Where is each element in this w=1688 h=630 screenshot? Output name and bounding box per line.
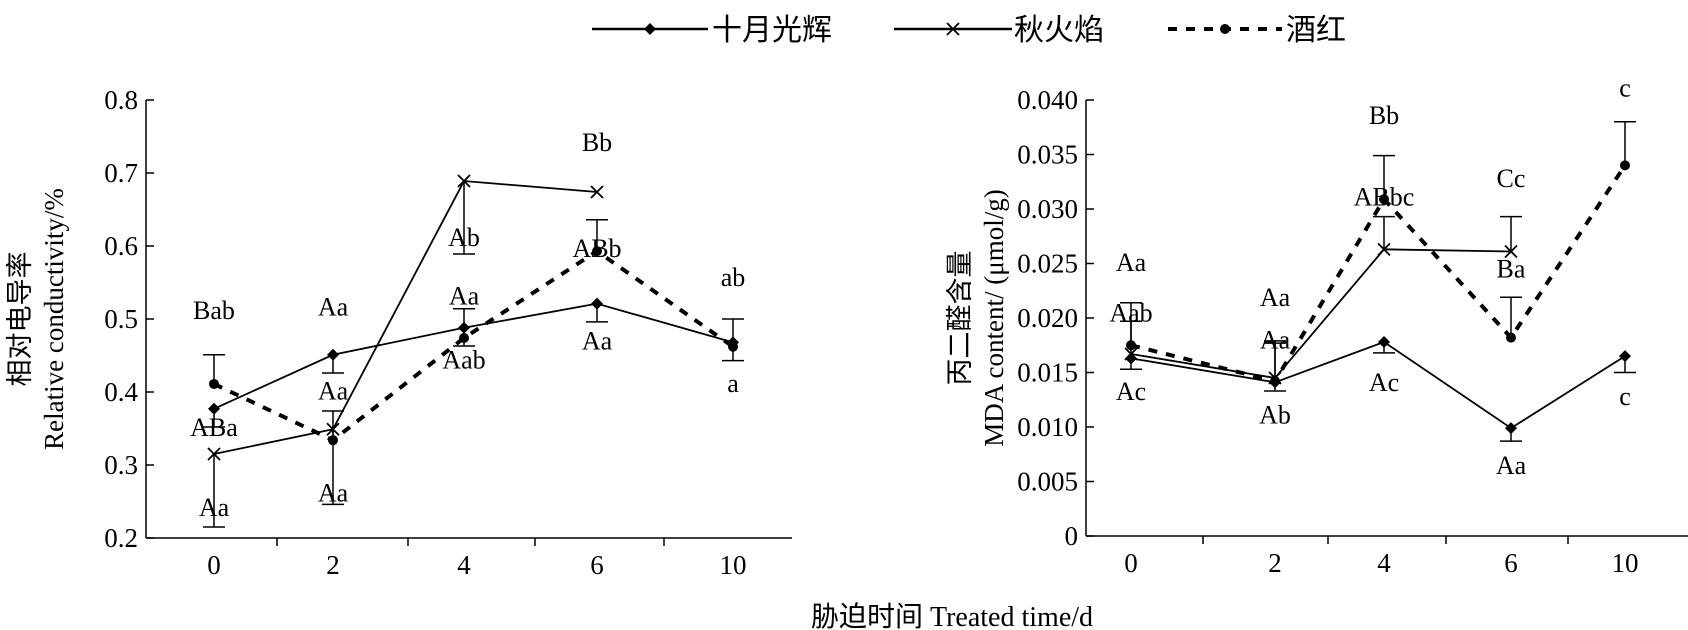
significance-label: Aab xyxy=(1109,298,1152,327)
x-tick-label: 0 xyxy=(207,550,221,580)
data-point xyxy=(1126,340,1136,351)
y-tick-label: 0.015 xyxy=(1017,358,1078,388)
significance-label: Aab xyxy=(442,346,485,375)
data-point xyxy=(459,332,469,343)
legend: 十月光辉 秋火焰 酒红 xyxy=(592,13,1346,48)
x-tick-label: 10 xyxy=(720,550,747,580)
y-tick-label: 0.7 xyxy=(104,158,138,188)
significance-label: c xyxy=(1619,382,1631,411)
significance-label: Ab xyxy=(448,223,480,252)
y-axis-title-cn: 相对电导率 xyxy=(5,252,35,387)
y-tick-label: 0.035 xyxy=(1017,140,1078,170)
significance-label: Ba xyxy=(1497,255,1526,284)
data-point xyxy=(207,447,221,461)
data-point xyxy=(1505,422,1517,435)
legend-label: 酒红 xyxy=(1286,13,1346,48)
significance-label: Cc xyxy=(1497,164,1526,193)
legend-marker xyxy=(946,22,960,36)
significance-label: ABb xyxy=(572,234,621,263)
data-point xyxy=(327,348,339,361)
significance-label: Ab xyxy=(1259,401,1291,430)
significance-label: Ac xyxy=(1369,368,1399,397)
significance-label: Bb xyxy=(582,128,612,157)
significance-label: Bb xyxy=(1369,101,1399,130)
x-tick-label: 6 xyxy=(1504,548,1518,578)
data-point xyxy=(1377,242,1391,256)
y-axis-title-en: MDA content/ (μmol/g) xyxy=(979,189,1009,446)
y-tick-label: 0.010 xyxy=(1017,412,1078,442)
y-tick-label: 0.4 xyxy=(104,377,138,407)
y-tick-label: 0.2 xyxy=(104,523,138,553)
x-tick-label: 6 xyxy=(590,550,604,580)
significance-label: Aa xyxy=(1260,326,1291,355)
legend-marker xyxy=(1220,24,1230,34)
data-point xyxy=(1506,332,1516,343)
data-point xyxy=(1504,244,1518,259)
significance-label: Aa xyxy=(449,281,480,310)
conductivity-chart: 0.2 0.3 0.4 0.5 0.6 0.7 0.8 0 2 4 6 10 相对电导率 Relative… xyxy=(5,85,792,580)
x-tick-label: 10 xyxy=(1612,548,1639,578)
y-tick-label: 0 xyxy=(1065,521,1079,551)
x-axis-title: 胁迫时间 Treated time/d xyxy=(811,601,1093,630)
legend-label: 十月光辉 xyxy=(712,13,832,48)
data-point xyxy=(1378,335,1390,348)
significance-label: Aa xyxy=(318,292,349,321)
y-tick-label: 0.030 xyxy=(1017,194,1078,224)
data-point xyxy=(592,246,602,257)
significance-label: Aa xyxy=(1116,248,1147,277)
y-tick-label: 0.3 xyxy=(104,450,138,480)
significance-label: Aa xyxy=(199,493,230,522)
data-point xyxy=(209,378,219,389)
series-line xyxy=(1130,248,1512,379)
significance-label: Aa xyxy=(318,376,349,405)
y-tick-label: 0.8 xyxy=(104,85,138,115)
y-axis-title-cn: 丙二醛含量 xyxy=(945,251,975,386)
significance-label: Aa xyxy=(1496,451,1527,480)
series-line xyxy=(213,248,735,443)
y-tick-label: 0.040 xyxy=(1017,85,1078,115)
x-tick-label: 4 xyxy=(457,550,471,580)
x-tick-label: 2 xyxy=(326,550,340,580)
significance-label: Aa xyxy=(1260,283,1291,312)
data-point xyxy=(591,297,603,310)
y-tick-label: 0.020 xyxy=(1017,303,1078,333)
data-point xyxy=(208,402,220,415)
data-point xyxy=(1270,376,1280,387)
y-tick-label: 0.6 xyxy=(104,231,138,261)
data-point xyxy=(590,185,604,199)
y-tick-label: 0.5 xyxy=(104,304,138,334)
data-point xyxy=(1124,347,1138,361)
data-point xyxy=(1619,350,1631,363)
significance-label: Aa xyxy=(582,327,613,356)
y-tick-label: 0.005 xyxy=(1017,467,1078,497)
y-tick-label: 0.025 xyxy=(1017,249,1078,279)
y-axis-title-en: Relative conductivity/% xyxy=(39,188,69,450)
significance-label: Bab xyxy=(193,296,235,325)
series-line xyxy=(213,180,598,455)
x-tick-label: 2 xyxy=(1268,548,1282,578)
data-point xyxy=(1620,160,1630,171)
data-point xyxy=(1379,194,1389,205)
significance-label: ABbc xyxy=(1354,183,1415,212)
significance-label: ABa xyxy=(190,413,238,442)
significance-label: a xyxy=(727,369,739,398)
data-point xyxy=(728,341,738,352)
legend-label: 秋火焰 xyxy=(1014,13,1104,48)
legend-marker xyxy=(644,23,656,35)
mda-chart: 0 0.005 0.010 0.015 0.020 0.025 0.030 0.035 0.04… xyxy=(945,74,1688,578)
significance-label: Ac xyxy=(1116,377,1146,406)
data-point xyxy=(457,174,471,188)
significance-label: ab xyxy=(721,263,746,292)
x-tick-label: 4 xyxy=(1377,548,1391,578)
x-tick-label: 0 xyxy=(1124,548,1138,578)
significance-label: c xyxy=(1619,74,1631,103)
significance-label: Aa xyxy=(318,479,349,508)
data-point xyxy=(328,435,338,446)
